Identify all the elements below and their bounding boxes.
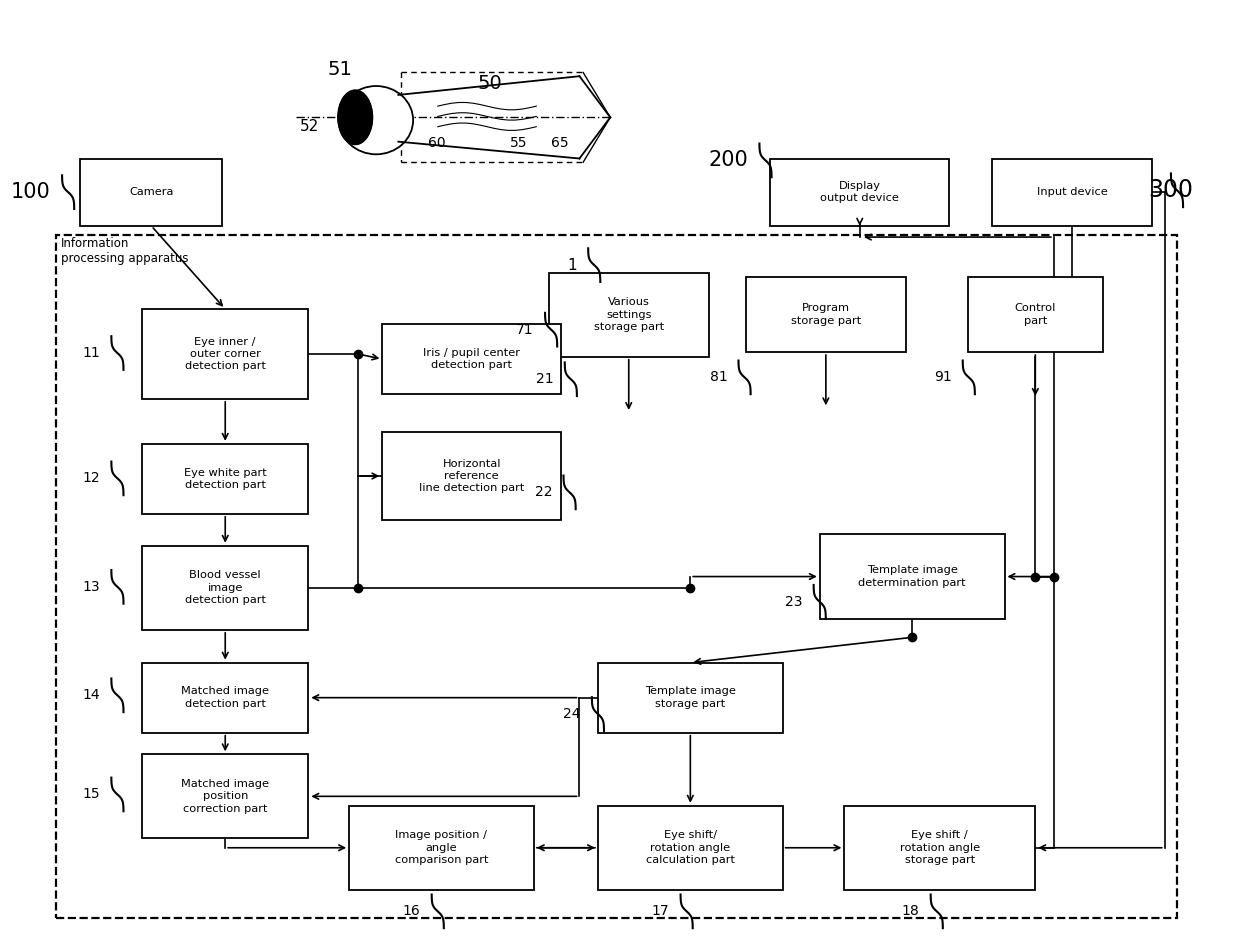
Text: 24: 24 (563, 707, 580, 721)
Text: Information
processing apparatus: Information processing apparatus (61, 237, 188, 265)
Bar (992, 159, 1152, 226)
Text: 71: 71 (516, 323, 534, 337)
Text: 16: 16 (403, 904, 420, 918)
Text: 18: 18 (901, 904, 920, 918)
Text: 21: 21 (536, 372, 553, 386)
Text: Eye shift/
rotation angle
calculation part: Eye shift/ rotation angle calculation pa… (646, 830, 735, 865)
Text: 1: 1 (568, 258, 577, 273)
Text: 51: 51 (329, 60, 353, 79)
Text: Blood vessel
image
detection part: Blood vessel image detection part (185, 570, 265, 605)
Text: 65: 65 (551, 136, 569, 149)
Text: 52: 52 (300, 119, 319, 134)
Text: 100: 100 (11, 182, 51, 203)
Bar (143, 310, 309, 399)
Bar (382, 324, 560, 394)
Bar (143, 546, 309, 629)
Bar (143, 662, 309, 733)
Text: Control
part: Control part (1014, 304, 1056, 325)
Text: 15: 15 (83, 788, 100, 801)
Ellipse shape (339, 90, 372, 144)
Text: Template image
storage part: Template image storage part (645, 687, 735, 709)
Text: Program
storage part: Program storage part (791, 304, 861, 325)
Text: 13: 13 (83, 580, 100, 594)
Bar (143, 754, 309, 839)
Bar (598, 662, 782, 733)
Text: 81: 81 (709, 371, 728, 385)
Bar (56, 235, 1177, 918)
Text: Display
output device: Display output device (821, 181, 899, 204)
Text: Eye inner /
outer corner
detection part: Eye inner / outer corner detection part (185, 337, 265, 371)
Text: 200: 200 (708, 150, 748, 171)
Bar (348, 806, 534, 890)
Text: Eye shift /
rotation angle
storage part: Eye shift / rotation angle storage part (900, 830, 980, 865)
Bar (548, 273, 709, 356)
Text: 22: 22 (534, 485, 552, 499)
Text: Matched image
detection part: Matched image detection part (181, 687, 269, 709)
Text: Various
settings
storage part: Various settings storage part (594, 297, 663, 332)
Text: 23: 23 (785, 595, 802, 609)
Bar (967, 278, 1104, 352)
Text: 60: 60 (428, 136, 445, 149)
Text: Camera: Camera (129, 188, 174, 197)
Bar (770, 159, 949, 226)
Text: 14: 14 (83, 688, 100, 703)
Bar (745, 278, 906, 352)
Text: Input device: Input device (1037, 188, 1107, 197)
Ellipse shape (340, 86, 413, 154)
Bar (382, 431, 560, 521)
Text: 300: 300 (1148, 178, 1193, 203)
Text: 50: 50 (477, 74, 502, 93)
Text: Matched image
position
correction part: Matched image position correction part (181, 779, 269, 814)
Text: Eye white part
detection part: Eye white part detection part (184, 468, 267, 490)
Text: 55: 55 (511, 136, 528, 149)
Bar (844, 806, 1035, 890)
Text: 17: 17 (652, 904, 670, 918)
Text: 11: 11 (82, 346, 100, 360)
Text: 12: 12 (83, 472, 100, 485)
Bar (820, 535, 1004, 619)
Text: Template image
determination part: Template image determination part (858, 566, 966, 588)
Text: Image position /
angle
comparison part: Image position / angle comparison part (394, 830, 489, 865)
Text: Iris / pupil center
detection part: Iris / pupil center detection part (423, 348, 520, 371)
Bar (81, 159, 222, 226)
Text: Horizontal
reference
line detection part: Horizontal reference line detection part (419, 459, 525, 493)
Text: 91: 91 (934, 371, 951, 385)
Bar (598, 806, 782, 890)
Bar (143, 444, 309, 514)
Ellipse shape (339, 90, 372, 144)
